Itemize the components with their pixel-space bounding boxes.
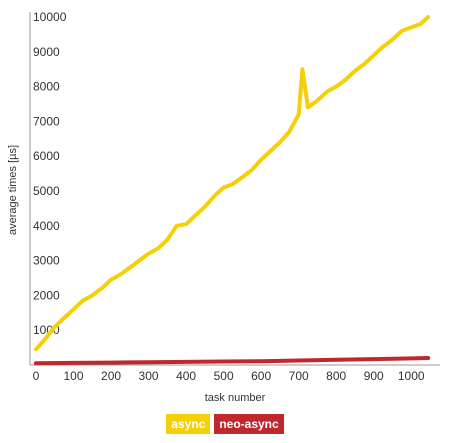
y-tick-label: 5000 [33, 184, 60, 198]
x-tick-label: 900 [364, 369, 384, 383]
x-axis-title: task number [205, 392, 266, 404]
x-tick-label: 200 [101, 369, 121, 383]
y-tick-label: 4000 [33, 219, 60, 233]
x-tick-label: 800 [326, 369, 346, 383]
y-axis: 1000200030004000500060007000800090001000… [29, 10, 67, 365]
x-tick-label: 0 [33, 369, 40, 383]
x-tick-label: 1000 [398, 369, 425, 383]
y-tick-label: 7000 [33, 114, 60, 128]
series-line-async [34, 15, 431, 352]
x-tick-label: 300 [139, 369, 159, 383]
x-tick-label: 700 [289, 369, 309, 383]
legend-item-neo-async[interactable]: neo-async [214, 414, 284, 434]
legend-item-async[interactable]: async [166, 414, 211, 434]
legend: async neo-async [0, 414, 450, 434]
series-line-neo-async [34, 356, 431, 366]
y-axis-title: average times [µs] [7, 145, 19, 235]
x-tick-label: 400 [176, 369, 196, 383]
x-tick-label: 500 [214, 369, 234, 383]
series-layer [34, 15, 431, 366]
x-tick-label: 100 [64, 369, 84, 383]
x-axis: 0 100 200 300 400 500 600 700 800 900 1000 [30, 364, 440, 383]
y-tick-label: 3000 [33, 254, 60, 268]
y-tick-label: 8000 [33, 80, 60, 94]
x-tick-label: 600 [251, 369, 271, 383]
y-tick-label: 9000 [33, 45, 60, 59]
y-tick-label: 2000 [33, 288, 60, 302]
y-tick-label: 6000 [33, 149, 60, 163]
y-tick-label: 10000 [33, 10, 67, 24]
